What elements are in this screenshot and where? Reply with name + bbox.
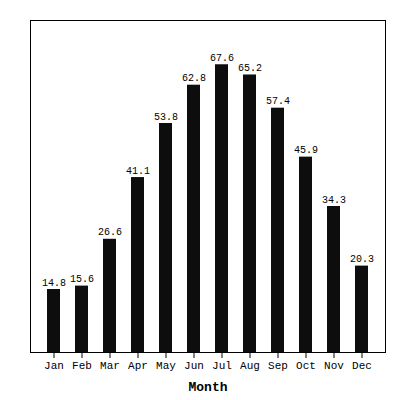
- svg-text:15.6: 15.6: [70, 274, 94, 285]
- svg-text:Sep: Sep: [268, 360, 288, 372]
- svg-text:45.9: 45.9: [294, 145, 318, 156]
- svg-text:41.1: 41.1: [126, 166, 150, 177]
- svg-text:May: May: [156, 360, 176, 372]
- svg-text:Jan: Jan: [44, 360, 64, 372]
- svg-text:Oct: Oct: [296, 360, 316, 372]
- svg-text:Jun: Jun: [184, 360, 204, 372]
- svg-text:Nov: Nov: [324, 360, 344, 372]
- svg-text:57.4: 57.4: [266, 96, 290, 107]
- svg-text:26.6: 26.6: [98, 227, 122, 238]
- svg-text:Aug: Aug: [240, 360, 260, 372]
- svg-text:Jul: Jul: [212, 360, 232, 372]
- svg-text:Dec: Dec: [352, 360, 372, 372]
- svg-text:Apr: Apr: [128, 360, 148, 372]
- svg-text:20.3: 20.3: [350, 254, 374, 265]
- svg-text:65.2: 65.2: [238, 63, 262, 74]
- svg-text:67.6: 67.6: [210, 53, 234, 64]
- svg-text:Month: Month: [188, 380, 227, 395]
- svg-text:Feb: Feb: [72, 360, 92, 372]
- svg-text:Mar: Mar: [100, 360, 120, 372]
- svg-text:53.8: 53.8: [154, 112, 178, 123]
- svg-text:34.3: 34.3: [322, 195, 346, 206]
- svg-text:14.8: 14.8: [42, 278, 66, 289]
- svg-text:62.8: 62.8: [182, 73, 206, 84]
